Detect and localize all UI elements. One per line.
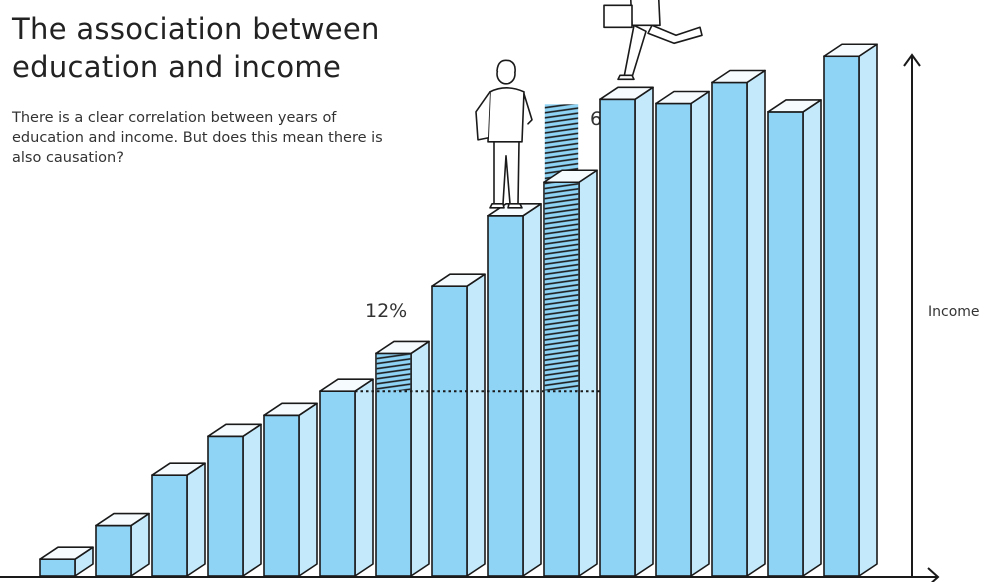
bar-top (39, 546, 94, 561)
y-axis-arrow (903, 53, 921, 67)
bar-top (431, 273, 486, 288)
bar-side (466, 273, 486, 577)
bar-side (858, 43, 878, 577)
bar-side (242, 423, 262, 577)
bar-front (599, 98, 636, 577)
bar-side (354, 378, 374, 577)
chart-title: The association between education and in… (12, 12, 380, 84)
bar-side (578, 169, 598, 577)
bar-top (711, 69, 766, 84)
person-jacket (487, 87, 525, 143)
bar (655, 90, 710, 577)
bar-side (690, 90, 710, 577)
bar-front (431, 285, 468, 577)
bar (599, 86, 654, 577)
annotation-12-percent: 12% (365, 300, 408, 322)
bar (711, 69, 766, 577)
bar (39, 546, 94, 577)
bar-top (207, 423, 262, 438)
bar (767, 99, 822, 577)
bar (375, 340, 430, 577)
bar-front (263, 414, 300, 577)
bar (319, 378, 374, 577)
bar (487, 203, 542, 577)
bar-top (95, 512, 150, 527)
person-backpack (475, 91, 491, 141)
bar-top (543, 169, 598, 184)
bar-front (655, 102, 692, 577)
bar-side (746, 69, 766, 577)
bar-side (298, 402, 318, 577)
bar-front (711, 81, 748, 577)
bar (151, 462, 206, 577)
bar (431, 273, 486, 577)
bar-hatch (376, 354, 411, 391)
x-axis-arrow (927, 567, 940, 582)
bar-top (767, 99, 822, 113)
bar-top (823, 43, 878, 58)
person-hair (496, 59, 516, 73)
bar-front (95, 524, 132, 577)
bar (543, 104, 598, 577)
axes-group (0, 53, 940, 582)
runner-briefcase (603, 4, 633, 29)
bar-front (319, 390, 356, 577)
bar-top (599, 86, 654, 101)
bar (823, 43, 878, 577)
figures-group (475, 0, 703, 209)
bar-top (151, 462, 206, 477)
person-shoes (489, 203, 523, 209)
bar (95, 512, 150, 577)
runner-shoe (617, 74, 635, 81)
bar-top (263, 402, 318, 417)
bar-front (823, 55, 860, 577)
bar-hatch (544, 104, 579, 391)
bar-side (522, 203, 542, 577)
bar-side (186, 462, 206, 577)
person-legs (493, 141, 520, 205)
chart-subtitle: There is a clear correlation between yea… (12, 110, 383, 166)
standing-person-figure (475, 59, 533, 209)
bar-front (487, 215, 524, 577)
bar-front (39, 558, 76, 577)
bar-front (151, 474, 188, 577)
person-arm (523, 93, 533, 125)
y-axis-label: Income (928, 304, 980, 320)
running-person-figure (603, 0, 703, 81)
bar (263, 402, 318, 577)
bars-group (39, 43, 878, 577)
bar-front (767, 111, 804, 577)
bar-side (410, 340, 430, 577)
bar-top (375, 340, 430, 355)
bar-top (319, 378, 374, 393)
bar-side (634, 86, 654, 577)
bar-top (655, 90, 710, 105)
bar-side (802, 99, 822, 577)
runner-torso (629, 0, 661, 27)
runner-back-leg (623, 24, 647, 79)
runner-front-leg (647, 24, 703, 45)
bar-front (207, 435, 244, 577)
bar (207, 423, 262, 577)
